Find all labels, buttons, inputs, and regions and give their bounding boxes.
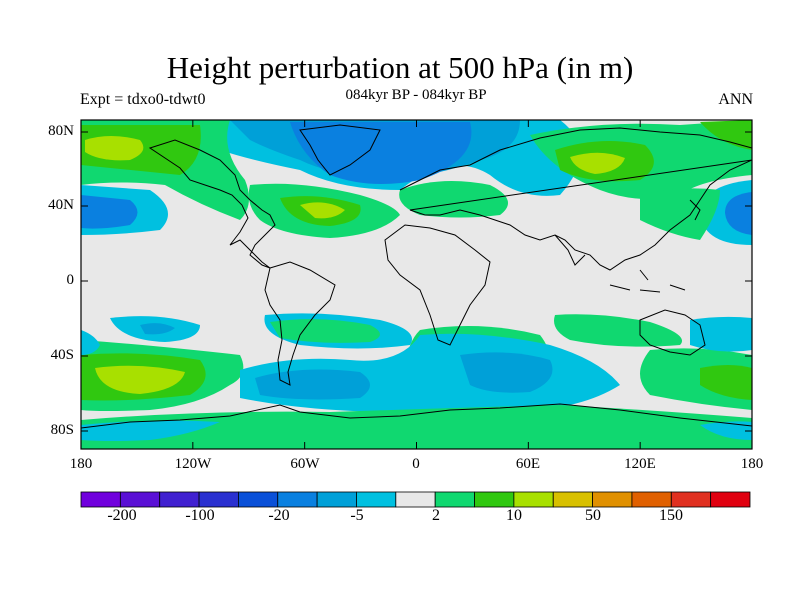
- antarctic-negative-east: [700, 421, 752, 440]
- lon-tick-label: 0: [412, 456, 420, 472]
- figure-subtitle: 084kyr BP - 084kyr BP: [345, 87, 487, 103]
- eurasia-coast: [399, 127, 752, 271]
- lat-tick-label: 40S: [50, 347, 74, 363]
- siberia-positive-ne: [700, 120, 752, 150]
- colorbar: [80, 491, 751, 508]
- australia-coast: [639, 309, 706, 356]
- colorbar-label: -5: [350, 507, 364, 524]
- lat-tick-label: 0: [66, 272, 75, 288]
- colorbar-swatch: [552, 491, 593, 508]
- colorbar-swatch: [710, 491, 751, 508]
- lon-tick-label: 60W: [290, 456, 320, 472]
- west-edge-negative: [81, 330, 100, 355]
- atlantic-positive-peak: [300, 202, 345, 219]
- greenland-coast: [299, 124, 381, 176]
- tropical-positive: [554, 314, 682, 347]
- colorbar-swatch: [277, 491, 318, 508]
- coastlines: [81, 124, 752, 429]
- lon-tick-label: 180: [740, 456, 764, 472]
- lat-tick-label: 40N: [48, 197, 74, 213]
- colorbar-label: 10: [506, 507, 522, 524]
- arctic-negative-core: [290, 122, 472, 184]
- colorbar-label: 2: [432, 507, 440, 524]
- colorbar-swatch: [198, 491, 239, 508]
- india-coast: [554, 234, 586, 266]
- southern-positive-peak: [95, 365, 185, 394]
- colorbar-swatch: [631, 491, 672, 508]
- africa-coast: [384, 224, 491, 346]
- figure-title: Height perturbation at 500 hPa (in m): [166, 50, 634, 85]
- colorbar-swatch: [159, 491, 200, 508]
- season-label: ANN: [718, 91, 753, 108]
- axis-ticks: [80, 120, 753, 449]
- antarctic-negative: [81, 420, 220, 441]
- colorbar-label: -20: [268, 507, 290, 524]
- indonesia-islands: [609, 269, 686, 293]
- south-pacific-negative-core: [140, 323, 175, 335]
- colorbar-swatch: [474, 491, 515, 508]
- colorbar-swatch: [316, 491, 357, 508]
- europe-positive: [399, 181, 508, 218]
- japan-coast: [689, 199, 701, 221]
- colorbar-swatch: [434, 491, 475, 508]
- colorbar-swatch: [80, 491, 121, 508]
- lon-tick-label: 120E: [624, 456, 656, 472]
- asia-positive-peak: [570, 152, 625, 174]
- colorbar-swatch: [592, 491, 633, 508]
- colorbar-swatch: [513, 491, 554, 508]
- colorbar-swatch: [238, 491, 279, 508]
- lon-tick-label: 120W: [174, 456, 212, 472]
- pacific-negative-east-core: [725, 192, 752, 235]
- south-atlantic-positive: [270, 319, 380, 343]
- lon-tick-label: 180: [69, 456, 93, 472]
- south-america-coast: [264, 261, 336, 386]
- colorbar-swatch: [356, 491, 397, 508]
- lat-tick-label: 80N: [48, 123, 74, 139]
- colorbar-swatch: [395, 491, 436, 508]
- colorbar-swatch: [119, 491, 161, 508]
- australia-negative: [690, 316, 752, 352]
- colorbar-label: 50: [585, 507, 601, 524]
- southern-negative-east: [460, 352, 553, 393]
- lat-tick-label: 80S: [50, 422, 74, 438]
- southern-negative-mid: [255, 369, 370, 400]
- colorbar-swatch: [670, 491, 712, 508]
- colorbar-label: -200: [107, 507, 137, 524]
- pacific-positive-band: [640, 188, 720, 240]
- colorbar-label: 150: [659, 507, 683, 524]
- height-field: [81, 120, 752, 449]
- lon-tick-label: 60E: [515, 456, 541, 472]
- pacific-negative-west-core: [81, 195, 138, 229]
- south-pacific-positive-core: [700, 365, 752, 400]
- experiment-label: Expt = tdxo0-tdwt0: [80, 91, 206, 108]
- antarctic-positive: [81, 405, 752, 449]
- north-positive-west-peak: [85, 136, 144, 161]
- antarctica-coast: [81, 403, 752, 429]
- colorbar-label: -100: [185, 507, 215, 524]
